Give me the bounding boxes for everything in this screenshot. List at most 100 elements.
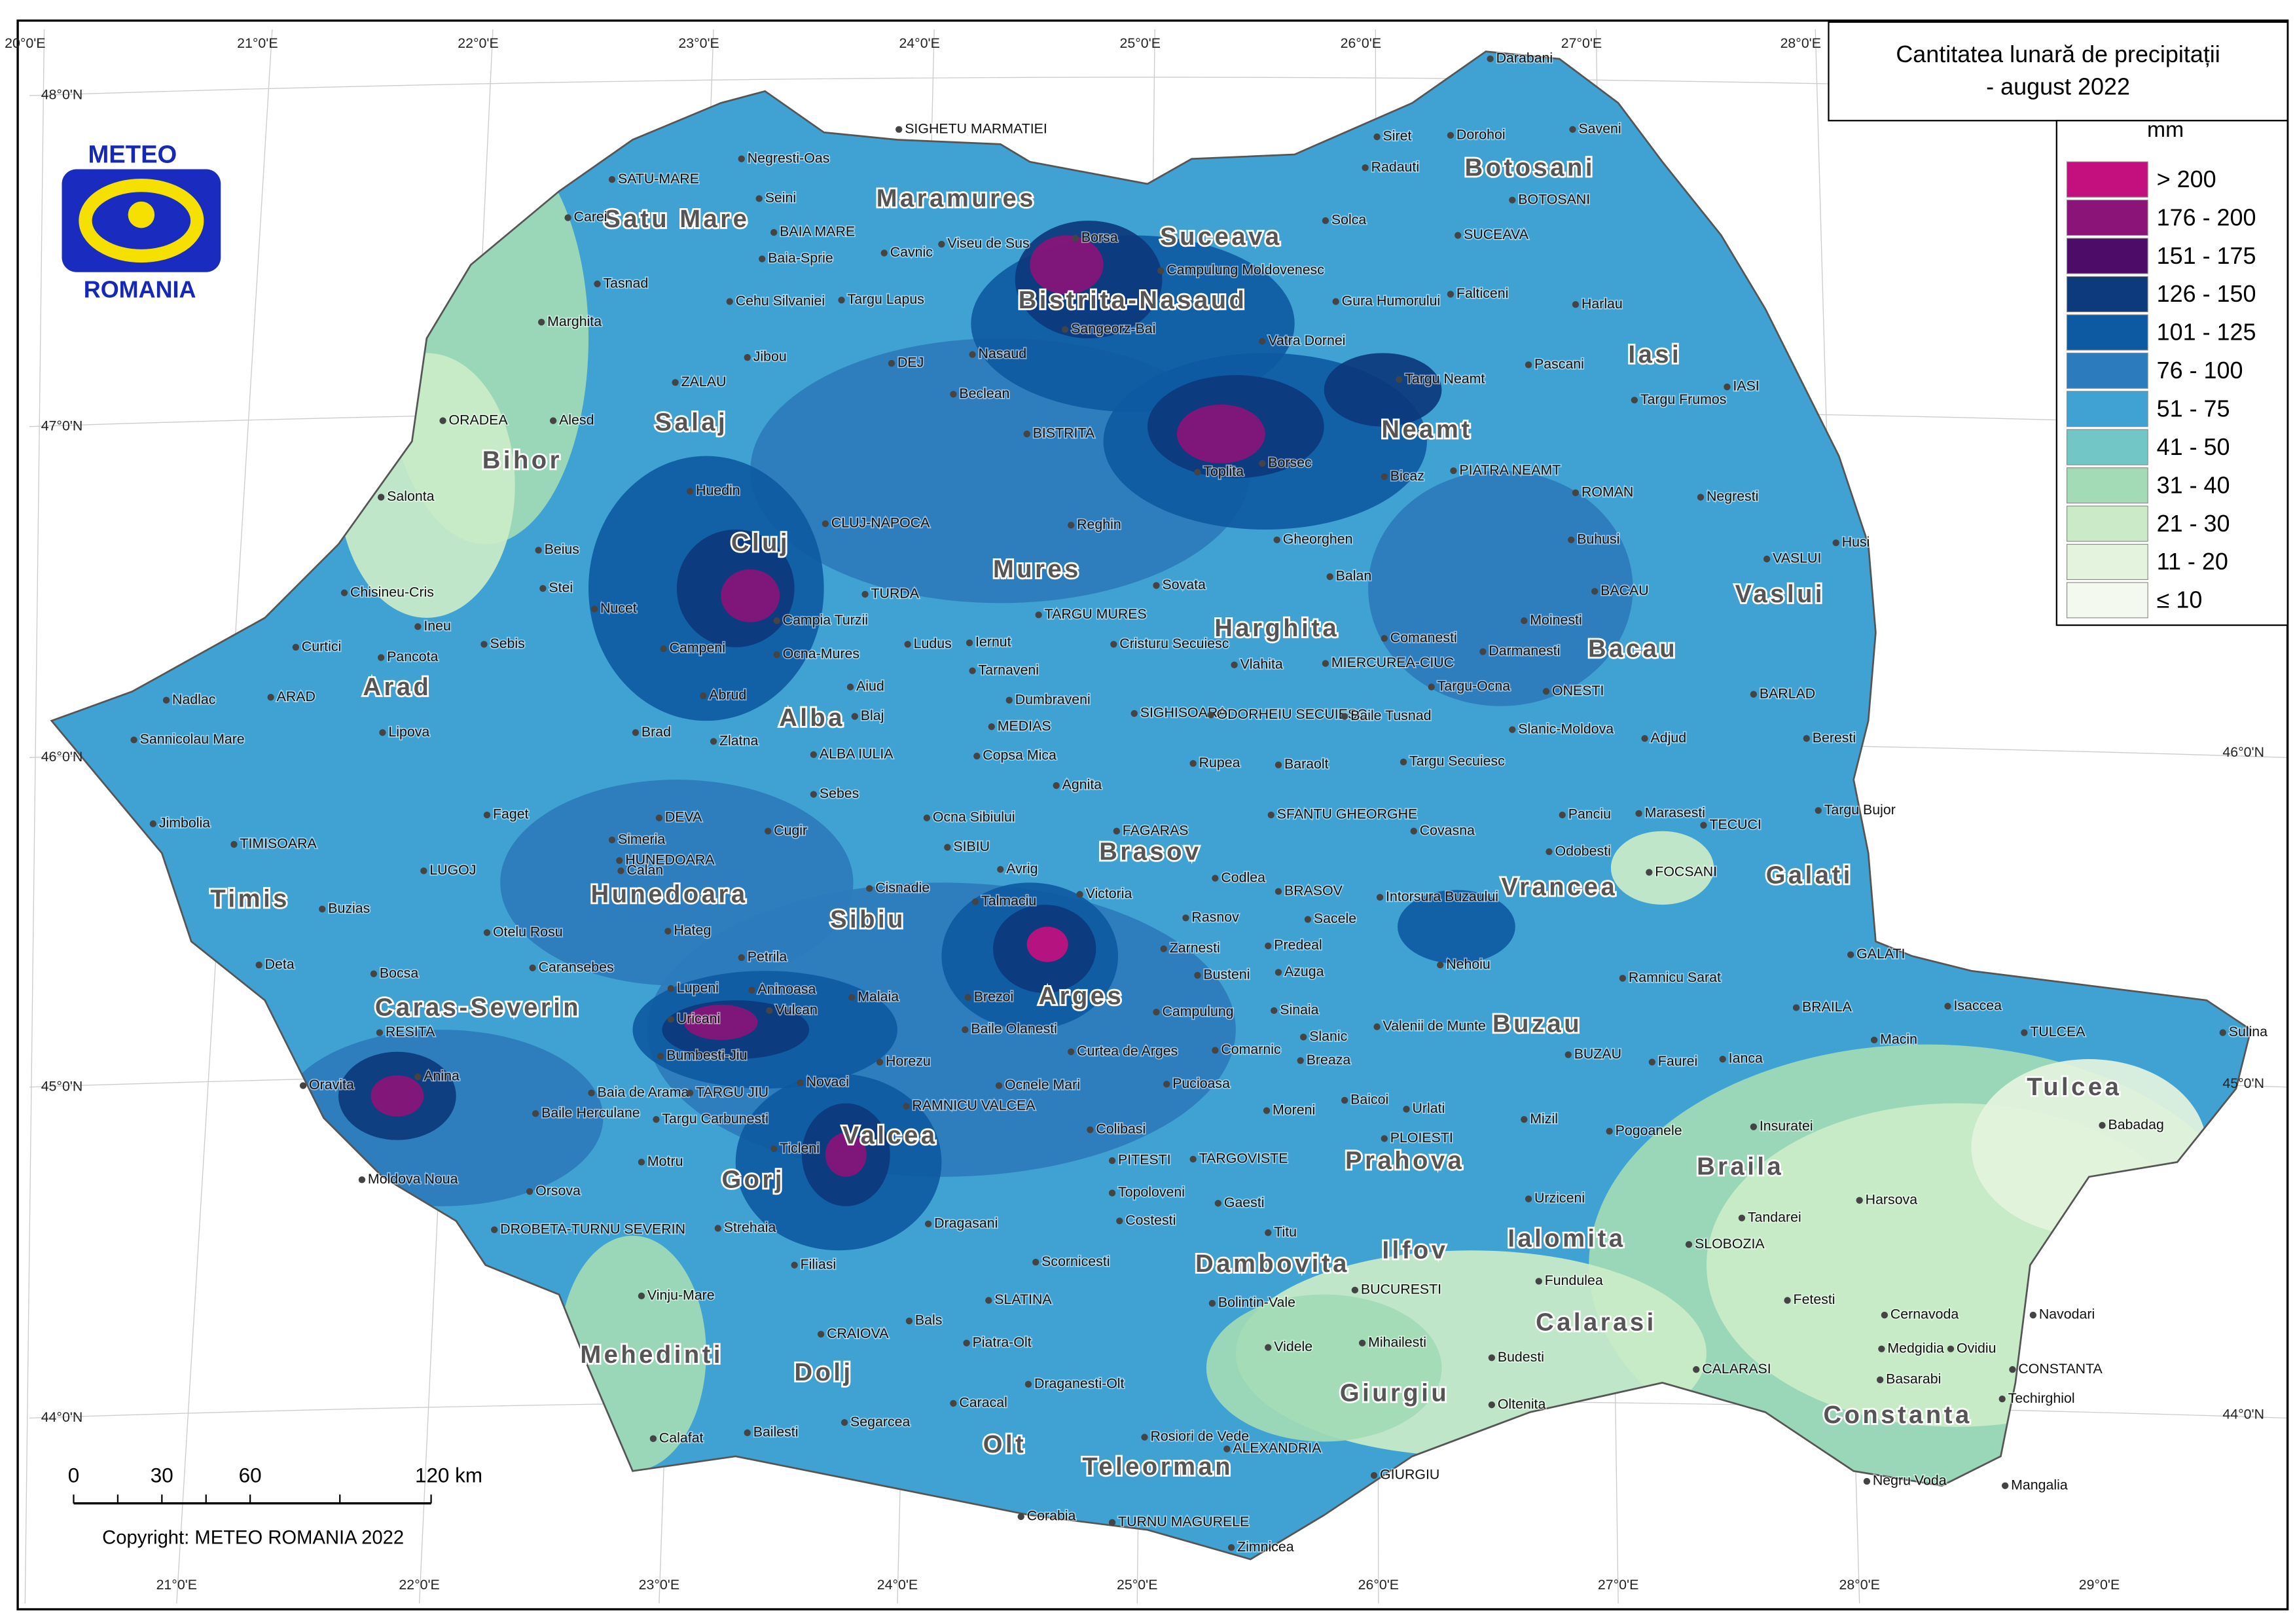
precip-zone <box>684 1004 758 1040</box>
city-label: Ramnicu Sarat <box>1629 969 1721 985</box>
city-label: Jibou <box>753 349 787 365</box>
city-label: Zlatna <box>719 732 758 748</box>
city-label: Dorohoi <box>1456 126 1506 142</box>
city-dot <box>638 1292 645 1300</box>
city-label: Ticleni <box>780 1140 820 1156</box>
city-dot <box>988 723 995 731</box>
city-label: Bolintin-Vale <box>1218 1295 1295 1310</box>
city-label: Nasaud <box>979 346 1027 361</box>
county-label: Caras-Severin <box>375 994 581 1022</box>
subtitle: - august 2022 <box>1986 73 2130 99</box>
city-label: Cavnic <box>890 244 933 260</box>
county-label: Bistrita-Nasaud <box>1019 286 1248 314</box>
city-dot <box>1182 914 1189 922</box>
city-label: Sinaia <box>1280 1002 1318 1018</box>
scale-label: 60 <box>239 1464 262 1487</box>
graticule-label: 27°0'E <box>1561 35 1602 51</box>
city-dot <box>838 297 845 304</box>
city-dot <box>1509 726 1516 733</box>
city-dot <box>638 1159 645 1166</box>
city-dot <box>1564 1051 1572 1058</box>
city-dot <box>1719 1055 1726 1063</box>
city-dot <box>1023 430 1030 438</box>
city-dot <box>880 249 888 257</box>
graticule-label: 24°0'E <box>899 35 939 51</box>
county-label: Olt <box>983 1430 1027 1458</box>
city-dot <box>923 814 931 821</box>
city-label: Strehaia <box>724 1219 776 1235</box>
city-dot <box>319 905 326 912</box>
city-dot <box>840 1418 848 1426</box>
city-dot <box>1542 688 1550 695</box>
city-label: Orsova <box>535 1183 581 1199</box>
city-dot <box>1763 555 1771 563</box>
city-dot <box>964 994 972 1001</box>
legend-swatch <box>2066 582 2148 619</box>
city-dot <box>773 617 780 624</box>
legend-swatch <box>2066 314 2148 351</box>
city-label: Pancota <box>387 649 438 664</box>
graticule-label: 25°0'E <box>1120 35 1161 51</box>
city-label: Zimnicea <box>1237 1539 1294 1555</box>
graticule-label: 25°0'E <box>1117 1577 1157 1593</box>
city-label: Baia-Sprie <box>768 250 833 266</box>
city-dot <box>537 318 545 326</box>
city-label: Deta <box>265 956 295 972</box>
city-label: Ocna-Mures <box>783 646 859 662</box>
city-label: TARGU JIU <box>696 1084 768 1100</box>
city-label: Campia Turzii <box>783 612 868 628</box>
city-dot <box>1358 1339 1366 1346</box>
city-dot <box>1944 1002 1951 1010</box>
city-dot <box>480 641 488 648</box>
county-label: Harghita <box>1214 614 1339 642</box>
city-dot <box>1863 1477 1871 1485</box>
city-label: Pascani <box>1534 356 1584 372</box>
city-label: SFANTU GHEORGHE <box>1277 806 1417 822</box>
city-dot <box>1304 916 1312 923</box>
city-label: CRAIOVA <box>827 1326 889 1341</box>
city-dot <box>969 351 976 358</box>
city-label: Urziceni <box>1534 1190 1585 1206</box>
city-label: Malaia <box>858 988 899 1004</box>
city-label: Negresti-Oas <box>748 150 830 166</box>
city-label: Pucioasa <box>1172 1075 1230 1091</box>
city-label: GIURGIU <box>1380 1467 1439 1483</box>
city-label: TECUCI <box>1709 816 1761 832</box>
city-dot <box>1076 891 1083 898</box>
city-label: Anina <box>424 1068 460 1084</box>
city-dot <box>1153 582 1160 589</box>
city-dot <box>1322 660 1329 667</box>
city-dot <box>1876 1376 1884 1384</box>
city-dot <box>377 494 385 501</box>
city-dot <box>653 1116 660 1123</box>
city-dot <box>995 1082 1003 1089</box>
city-dot <box>810 791 818 798</box>
city-dot <box>1212 1047 1219 1054</box>
city-label: BACAU <box>1600 583 1648 598</box>
precip-zone <box>1026 926 1068 962</box>
county-label: Cluj <box>731 529 790 557</box>
city-dot <box>1509 196 1516 204</box>
graticule-label: 45°0'N <box>41 1078 83 1094</box>
city-dot <box>1116 1218 1123 1225</box>
city-dot <box>971 898 979 905</box>
city-label: Baile Olanesti <box>971 1021 1057 1037</box>
county-label: Tulcea <box>2027 1073 2122 1101</box>
city-label: Dumbraveni <box>1015 691 1091 707</box>
city-dot <box>1362 164 1369 171</box>
city-label: DEVA <box>665 809 702 825</box>
city-dot <box>594 280 601 287</box>
city-label: Baicoi <box>1350 1092 1388 1108</box>
city-label: Busteni <box>1203 967 1250 983</box>
city-label: Siret <box>1383 128 1412 144</box>
title: Cantitatea lunară de precipitații <box>1896 41 2220 67</box>
city-dot <box>1803 734 1810 742</box>
city-label: IASI <box>1733 378 1759 394</box>
city-dot <box>962 1026 969 1034</box>
city-dot <box>564 214 571 221</box>
city-dot <box>1881 1311 1888 1319</box>
graticule-label: 24°0'E <box>877 1577 918 1593</box>
county-label: Vrancea <box>1501 873 1617 901</box>
city-dot <box>851 713 858 720</box>
city-dot <box>1572 489 1580 497</box>
